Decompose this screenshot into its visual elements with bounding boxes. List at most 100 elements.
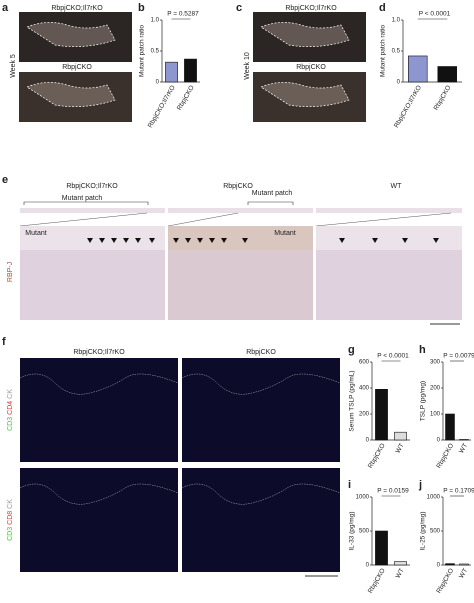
tissue-strip — [20, 208, 165, 213]
arrowhead — [209, 238, 215, 243]
y-tick-label: 0.5 — [392, 49, 401, 55]
patch-bracket — [247, 201, 294, 205]
tissue-outline — [181, 483, 341, 505]
tissue-outline — [181, 373, 341, 395]
bar — [445, 413, 455, 441]
fluorescence-image — [20, 358, 178, 462]
bar — [459, 439, 469, 441]
y-tick-label: 0 — [366, 438, 370, 444]
arrowhead — [221, 238, 227, 243]
x-tick-label: RbpjCKO;Il7rKO — [147, 84, 177, 129]
panel-label: i — [348, 479, 351, 491]
annotation: P = 0.0079 — [443, 353, 474, 360]
annotation: P = 0.5287 — [167, 11, 199, 18]
channel-name: CK — [7, 499, 14, 509]
y-tick-label: 1000 — [356, 495, 370, 501]
panel-label: h — [419, 344, 426, 356]
panel-label: e — [2, 174, 8, 186]
patch-label: Mutant patch — [62, 195, 103, 202]
x-tick-label: RbpjCKO — [367, 442, 387, 469]
arrowhead — [372, 238, 378, 243]
histology-texture — [316, 250, 462, 320]
channel-label: CD3 CD8 CK — [7, 499, 14, 541]
fluorescence-image — [182, 468, 340, 572]
tissue-strip — [168, 208, 313, 213]
patch-bracket — [23, 201, 149, 205]
x-tick-label: WT — [395, 442, 406, 454]
column-title: RbpjCKO — [223, 183, 253, 190]
bar — [165, 61, 178, 83]
arrowhead — [149, 238, 155, 243]
y-axis-label: Mutant patch ratio — [139, 25, 146, 77]
bar — [445, 563, 455, 566]
mutant-label: Mutant — [25, 230, 46, 237]
bar — [375, 530, 388, 566]
image-title: RbpjCKO;Il7rKO — [51, 5, 103, 12]
zoom-line — [167, 212, 239, 227]
zoom-line — [315, 212, 452, 227]
x-tick-label: RbpjCKO — [176, 84, 196, 111]
channel-name: CD3 — [7, 417, 14, 431]
y-tick-label: 1.0 — [392, 18, 401, 24]
x-tick-label: RbpjCKO — [433, 84, 453, 111]
arrowhead — [173, 238, 179, 243]
y-tick-label: 0 — [437, 563, 441, 569]
y-tick-label: 200 — [430, 386, 441, 392]
tissue-outline — [19, 373, 179, 395]
image-title: RbpjCKO;Il7rKO — [285, 5, 337, 12]
arrowhead — [402, 238, 408, 243]
column-title: RbpjCKO;Il7rKO — [66, 183, 118, 190]
annotation: P = 0.0159 — [377, 488, 409, 495]
y-tick-label: 400 — [359, 386, 370, 392]
panel-label: f — [2, 336, 6, 348]
channel-name: CD3 — [7, 527, 14, 541]
x-tick-label: WT — [395, 567, 406, 579]
bar — [459, 563, 469, 566]
y-tick-label: 100 — [430, 412, 441, 418]
y-axis-label: Serum TSLP (pg/mL) — [349, 370, 356, 431]
panel-label: j — [418, 479, 422, 491]
y-tick-label: 600 — [359, 360, 370, 366]
y-tick-label: 0 — [156, 80, 160, 86]
y-tick-label: 0.5 — [151, 49, 160, 55]
image-title: RbpjCKO — [296, 64, 326, 71]
bar — [437, 66, 457, 83]
arrowhead — [185, 238, 191, 243]
stain-label: RBP-J — [7, 262, 14, 282]
panel-label: b — [138, 2, 145, 14]
zoom-line — [19, 212, 148, 227]
channel-name: CD8 — [7, 511, 14, 525]
y-tick-label: 0 — [437, 438, 441, 444]
x-tick-label: RbpjCKO — [367, 567, 387, 594]
y-tick-label: 0 — [366, 563, 370, 569]
mutant-label: Mutant — [274, 230, 295, 237]
arrowhead — [197, 238, 203, 243]
x-tick-label: RbpjCKO — [435, 442, 455, 469]
arrowhead — [135, 238, 141, 243]
channel-name: CD4 — [7, 401, 14, 415]
x-tick-label: WT — [458, 442, 469, 454]
arrowhead — [99, 238, 105, 243]
patch-outline — [260, 82, 350, 107]
arrowhead — [339, 238, 345, 243]
panel-label: c — [236, 2, 242, 14]
patch-outline — [26, 22, 116, 47]
panel-label: d — [379, 2, 386, 14]
annotation: P < 0.0001 — [419, 11, 451, 18]
y-axis-label: Mutant patch ratio — [380, 25, 387, 77]
arrowhead — [111, 238, 117, 243]
channel-name: CK — [7, 389, 14, 399]
y-tick-label: 500 — [359, 529, 370, 535]
x-tick-label: RbpjCKO;Il7rKO — [393, 84, 423, 129]
y-tick-label: 300 — [430, 360, 441, 366]
arrowhead — [242, 238, 248, 243]
patch-outline — [26, 82, 116, 107]
row-label: Week 5 — [10, 54, 17, 78]
patch-label: Mutant patch — [252, 190, 293, 197]
column-title: RbpjCKO;Il7rKO — [73, 349, 125, 356]
y-tick-label: 500 — [430, 529, 441, 535]
annotation: P = 0.1709 — [443, 488, 474, 495]
y-tick-label: 1.0 — [151, 18, 160, 24]
column-title: WT — [391, 183, 403, 190]
